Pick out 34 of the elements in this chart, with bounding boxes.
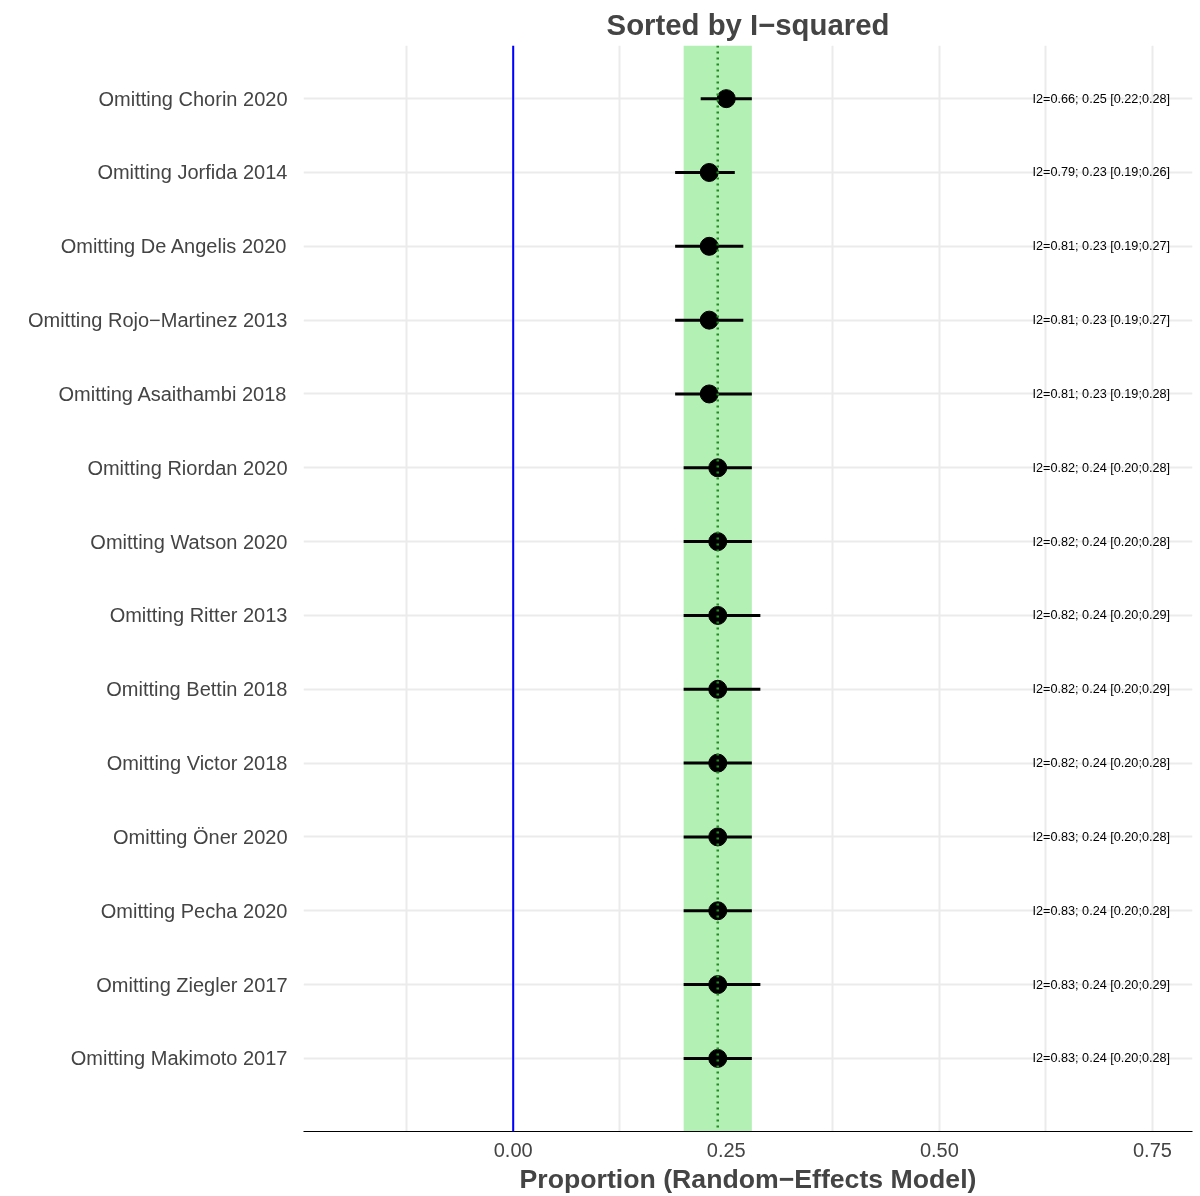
y-tick-label: Omitting Ziegler 2017 bbox=[96, 973, 288, 996]
annotation: I2=0.81; 0.23 [0.19;0.28] bbox=[1032, 386, 1171, 401]
annotation: I2=0.81; 0.23 [0.19;0.27] bbox=[1032, 313, 1171, 328]
annotation: I2=0.79; 0.23 [0.19;0.26] bbox=[1032, 165, 1171, 180]
y-tick-label: Omitting Öner 2020 bbox=[112, 825, 288, 848]
y-tick-label: Omitting Jorfida 2014 bbox=[97, 161, 288, 184]
annotation: I2=0.83; 0.24 [0.20;0.28] bbox=[1032, 1051, 1171, 1066]
annotation: I2=0.66; 0.25 [0.22;0.28] bbox=[1032, 91, 1171, 106]
y-tick-label: Omitting Watson 2020 bbox=[90, 530, 288, 553]
y-tick-label: Omitting De Angelis 2020 bbox=[60, 235, 287, 258]
x-axis-title: Proportion (Random−Effects Model) bbox=[519, 1163, 977, 1194]
annotation: I2=0.83; 0.24 [0.20;0.29] bbox=[1032, 977, 1171, 992]
annotation: I2=0.81; 0.23 [0.19;0.27] bbox=[1032, 239, 1171, 254]
annotation: I2=0.83; 0.24 [0.20;0.28] bbox=[1032, 829, 1171, 844]
y-tick-label: Omitting Riordan 2020 bbox=[87, 456, 288, 479]
y-tick-label: Omitting Chorin 2020 bbox=[98, 87, 288, 110]
x-tick-label: 0.25 bbox=[706, 1138, 746, 1161]
y-tick-label: Omitting Rojo−Martinez 2013 bbox=[27, 309, 288, 332]
x-tick-label: 0.00 bbox=[493, 1138, 533, 1161]
annotation: I2=0.82; 0.24 [0.20;0.29] bbox=[1032, 682, 1171, 697]
annotation: I2=0.82; 0.24 [0.20;0.28] bbox=[1032, 534, 1171, 549]
annotation: I2=0.83; 0.24 [0.20;0.28] bbox=[1032, 903, 1171, 918]
chart-title: Sorted by I−squared bbox=[606, 7, 890, 41]
annotation: I2=0.82; 0.24 [0.20;0.28] bbox=[1032, 756, 1171, 771]
x-tick-label: 0.75 bbox=[1132, 1138, 1172, 1161]
y-tick-label: Omitting Ritter 2013 bbox=[109, 604, 288, 627]
y-tick-label: Omitting Bettin 2018 bbox=[106, 678, 288, 701]
y-tick-label: Omitting Asaithambi 2018 bbox=[58, 382, 287, 405]
annotation: I2=0.82; 0.24 [0.20;0.28] bbox=[1032, 460, 1171, 475]
y-tick-label: Omitting Pecha 2020 bbox=[100, 899, 288, 922]
y-tick-label: Omitting Victor 2018 bbox=[106, 752, 288, 775]
annotation: I2=0.82; 0.24 [0.20;0.29] bbox=[1032, 608, 1171, 623]
y-tick-label: Omitting Makimoto 2017 bbox=[70, 1047, 288, 1070]
x-tick-label: 0.50 bbox=[919, 1138, 959, 1161]
